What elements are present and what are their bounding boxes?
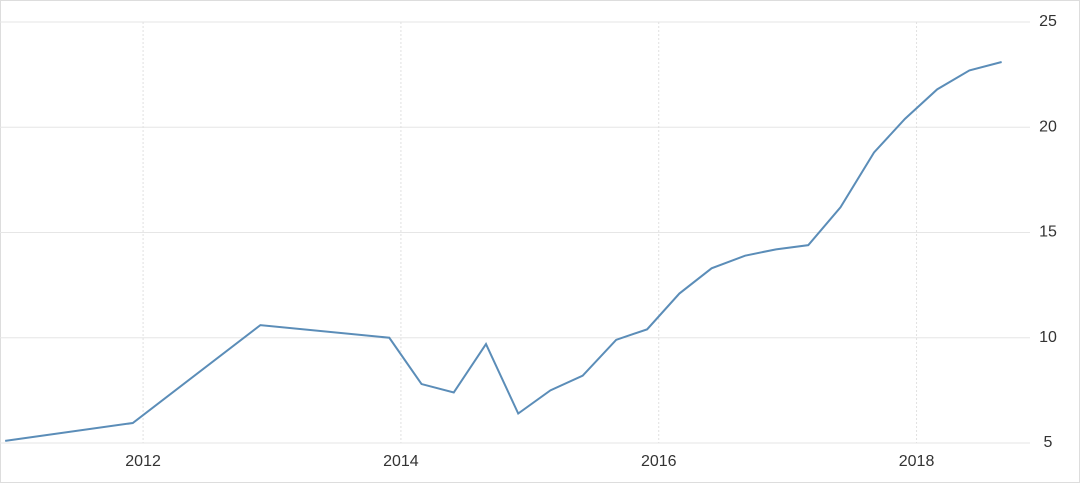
x-tick-label: 2016 [641,453,677,470]
y-tick-label: 15 [1039,224,1057,241]
x-tick-label: 2012 [125,453,161,470]
x-tick-label: 2018 [899,453,935,470]
data-line [5,61,1002,442]
y-tick-label: 10 [1039,329,1057,346]
y-tick-label: 5 [1044,434,1053,451]
x-tick-label: 2014 [383,453,419,470]
y-tick-label: 25 [1039,13,1057,30]
y-tick-label: 20 [1039,118,1057,135]
